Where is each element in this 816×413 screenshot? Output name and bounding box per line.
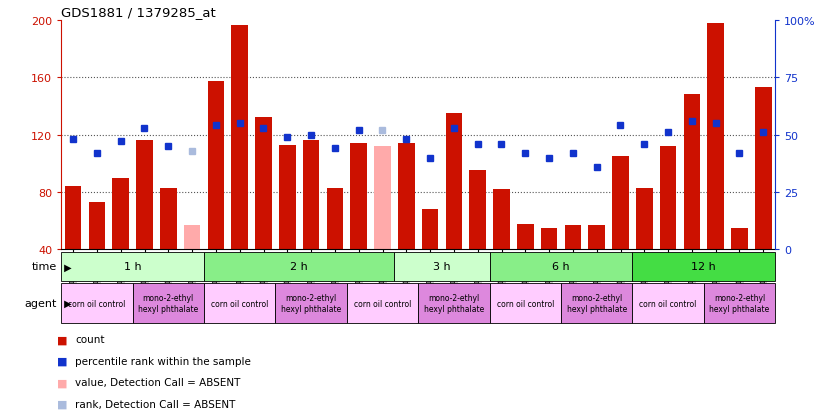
Bar xyxy=(136,141,153,250)
Bar xyxy=(636,188,653,250)
Bar xyxy=(541,228,557,250)
Text: ■: ■ xyxy=(57,377,68,387)
Bar xyxy=(517,224,534,250)
Bar xyxy=(184,225,201,250)
Text: corn oil control: corn oil control xyxy=(211,299,268,308)
Text: corn oil control: corn oil control xyxy=(354,299,411,308)
Bar xyxy=(422,210,438,250)
Text: 6 h: 6 h xyxy=(552,262,570,272)
Bar xyxy=(684,95,700,250)
Bar xyxy=(469,171,486,250)
Text: ▶: ▶ xyxy=(61,262,72,272)
Text: mono-2-ethyl
hexyl phthalate: mono-2-ethyl hexyl phthalate xyxy=(566,294,627,313)
Text: count: count xyxy=(75,335,104,344)
Text: mono-2-ethyl
hexyl phthalate: mono-2-ethyl hexyl phthalate xyxy=(424,294,484,313)
Text: 1 h: 1 h xyxy=(124,262,141,272)
Text: corn oil control: corn oil control xyxy=(497,299,554,308)
Text: 2 h: 2 h xyxy=(290,262,308,272)
Text: ■: ■ xyxy=(57,356,68,366)
Text: corn oil control: corn oil control xyxy=(640,299,697,308)
Text: 12 h: 12 h xyxy=(691,262,716,272)
Bar xyxy=(588,225,605,250)
Bar xyxy=(446,114,462,250)
Text: rank, Detection Call = ABSENT: rank, Detection Call = ABSENT xyxy=(75,399,236,409)
Bar xyxy=(279,145,295,250)
Bar xyxy=(398,144,415,250)
Bar xyxy=(731,228,747,250)
Bar xyxy=(375,147,391,250)
Bar xyxy=(255,118,272,250)
Bar xyxy=(303,141,319,250)
Bar xyxy=(755,88,772,250)
Bar xyxy=(493,190,510,250)
Bar xyxy=(707,24,724,250)
Bar xyxy=(113,178,129,250)
Bar xyxy=(207,82,224,250)
Text: mono-2-ethyl
hexyl phthalate: mono-2-ethyl hexyl phthalate xyxy=(709,294,769,313)
Bar xyxy=(565,225,581,250)
Bar xyxy=(350,144,367,250)
Text: corn oil control: corn oil control xyxy=(69,299,126,308)
Bar xyxy=(660,147,676,250)
Text: ■: ■ xyxy=(57,399,68,409)
Bar xyxy=(64,187,82,250)
Text: ▶: ▶ xyxy=(61,298,72,309)
Text: percentile rank within the sample: percentile rank within the sample xyxy=(75,356,251,366)
Bar xyxy=(232,26,248,250)
Bar xyxy=(326,188,344,250)
Text: mono-2-ethyl
hexyl phthalate: mono-2-ethyl hexyl phthalate xyxy=(281,294,341,313)
Text: mono-2-ethyl
hexyl phthalate: mono-2-ethyl hexyl phthalate xyxy=(138,294,198,313)
Text: agent: agent xyxy=(24,298,57,309)
Text: value, Detection Call = ABSENT: value, Detection Call = ABSENT xyxy=(75,377,241,387)
Text: 3 h: 3 h xyxy=(433,262,450,272)
Text: time: time xyxy=(32,262,57,272)
Bar xyxy=(160,188,176,250)
Bar xyxy=(612,157,629,250)
Bar xyxy=(89,203,105,250)
Text: GDS1881 / 1379285_at: GDS1881 / 1379285_at xyxy=(61,6,216,19)
Text: ■: ■ xyxy=(57,335,68,344)
